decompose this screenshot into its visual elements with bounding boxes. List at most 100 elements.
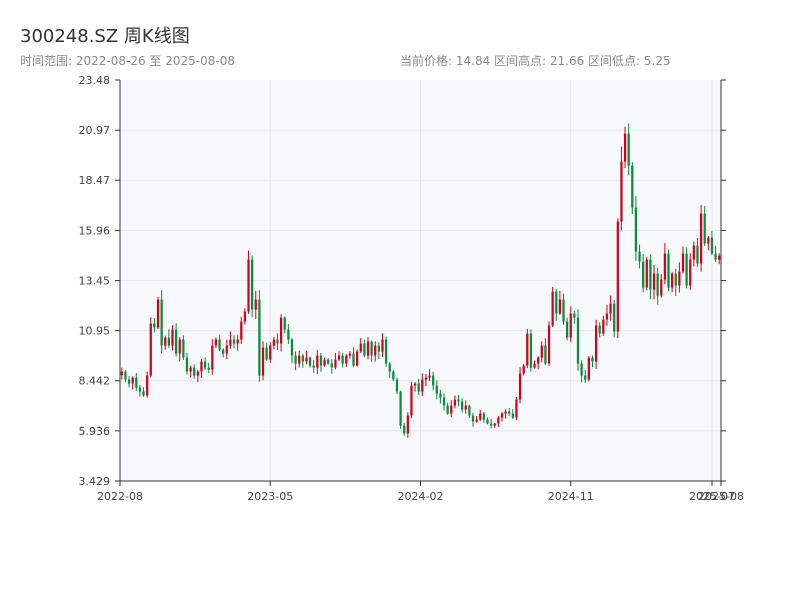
y-tick-label: 15.96 xyxy=(79,224,111,237)
candle xyxy=(214,337,218,349)
candle-body xyxy=(283,317,286,330)
candle xyxy=(352,347,355,368)
candle xyxy=(185,352,189,375)
candle xyxy=(475,415,478,423)
candle xyxy=(471,412,475,427)
candle-body xyxy=(540,345,543,358)
y-tick-label: 18.47 xyxy=(79,174,111,187)
candle xyxy=(327,358,330,365)
candle-body xyxy=(178,339,181,354)
candle-body xyxy=(649,259,652,290)
candle-body xyxy=(421,379,424,392)
candle xyxy=(573,310,576,324)
candle xyxy=(207,362,210,374)
candle xyxy=(667,249,670,292)
candle xyxy=(558,290,562,316)
candle xyxy=(707,236,710,251)
y-tick-label: 13.45 xyxy=(79,275,111,288)
candle xyxy=(196,370,199,383)
y-tick-label: 8.442 xyxy=(79,375,111,388)
price-stats-text: 当前价格: 14.84 区间高点: 21.66 区间低点: 5.25 xyxy=(400,54,671,68)
candle xyxy=(674,268,677,296)
candle xyxy=(522,364,525,376)
candle-body xyxy=(681,253,685,272)
candle xyxy=(243,308,247,325)
candle-body xyxy=(254,299,257,310)
candle-body xyxy=(413,383,417,386)
candle xyxy=(319,353,323,372)
candle-body xyxy=(359,343,362,352)
candle-body xyxy=(352,353,355,366)
candle xyxy=(627,123,630,176)
candle xyxy=(464,400,467,414)
candle-body xyxy=(605,313,609,320)
candle-body xyxy=(232,339,236,344)
candle xyxy=(348,351,352,359)
candle-body xyxy=(153,323,156,328)
candle xyxy=(529,329,533,372)
candle xyxy=(486,417,489,425)
candle xyxy=(135,373,138,391)
candle-body xyxy=(573,313,576,318)
candle-body xyxy=(334,359,337,368)
candle xyxy=(182,335,185,361)
candle-body xyxy=(594,325,598,362)
candle-body xyxy=(587,357,590,380)
candle xyxy=(200,359,203,378)
candle-body xyxy=(287,329,290,340)
candle-body xyxy=(395,379,399,392)
candle xyxy=(138,385,142,397)
candle xyxy=(261,341,265,381)
candle xyxy=(424,373,428,387)
candle-body xyxy=(269,345,272,360)
candle-body xyxy=(566,321,569,338)
candle-body xyxy=(243,311,247,322)
candle xyxy=(178,337,181,362)
candle xyxy=(305,350,308,365)
candle-body xyxy=(580,363,583,376)
candle xyxy=(146,371,149,398)
candle xyxy=(120,367,123,380)
candle xyxy=(370,340,373,362)
candle xyxy=(442,393,446,411)
candles xyxy=(120,123,721,438)
candle-body xyxy=(497,417,500,424)
candle xyxy=(417,378,420,396)
candle xyxy=(189,365,192,378)
candle-body xyxy=(464,405,467,410)
candle-body xyxy=(537,357,540,364)
y-tick-label: 23.48 xyxy=(79,74,111,87)
candle-body xyxy=(323,359,326,366)
candle-body xyxy=(504,411,507,414)
candle xyxy=(149,317,152,378)
candle xyxy=(468,404,471,418)
candle-body xyxy=(450,405,453,414)
candle-body xyxy=(174,329,178,354)
candle xyxy=(703,206,706,247)
candle xyxy=(287,323,290,344)
candle-body xyxy=(471,415,475,422)
candle xyxy=(294,351,297,371)
candle xyxy=(623,126,627,169)
candle-body xyxy=(236,339,239,344)
candle xyxy=(620,146,623,231)
candle-body xyxy=(127,379,131,384)
candle-body xyxy=(526,333,529,366)
candle-body xyxy=(327,359,330,364)
candle-body xyxy=(294,355,297,364)
candle-body xyxy=(211,345,214,370)
candle-body xyxy=(167,337,170,346)
candle-body xyxy=(330,363,333,368)
candle-body xyxy=(171,329,174,346)
candle-body xyxy=(207,367,210,370)
candle-body xyxy=(146,375,149,396)
candle-body xyxy=(348,353,352,356)
candle-body xyxy=(185,357,189,372)
candle xyxy=(395,377,399,395)
candle-body xyxy=(164,337,167,346)
candle-body xyxy=(656,273,659,296)
candle-body xyxy=(392,371,395,380)
candle xyxy=(174,323,178,357)
candle xyxy=(363,339,366,358)
